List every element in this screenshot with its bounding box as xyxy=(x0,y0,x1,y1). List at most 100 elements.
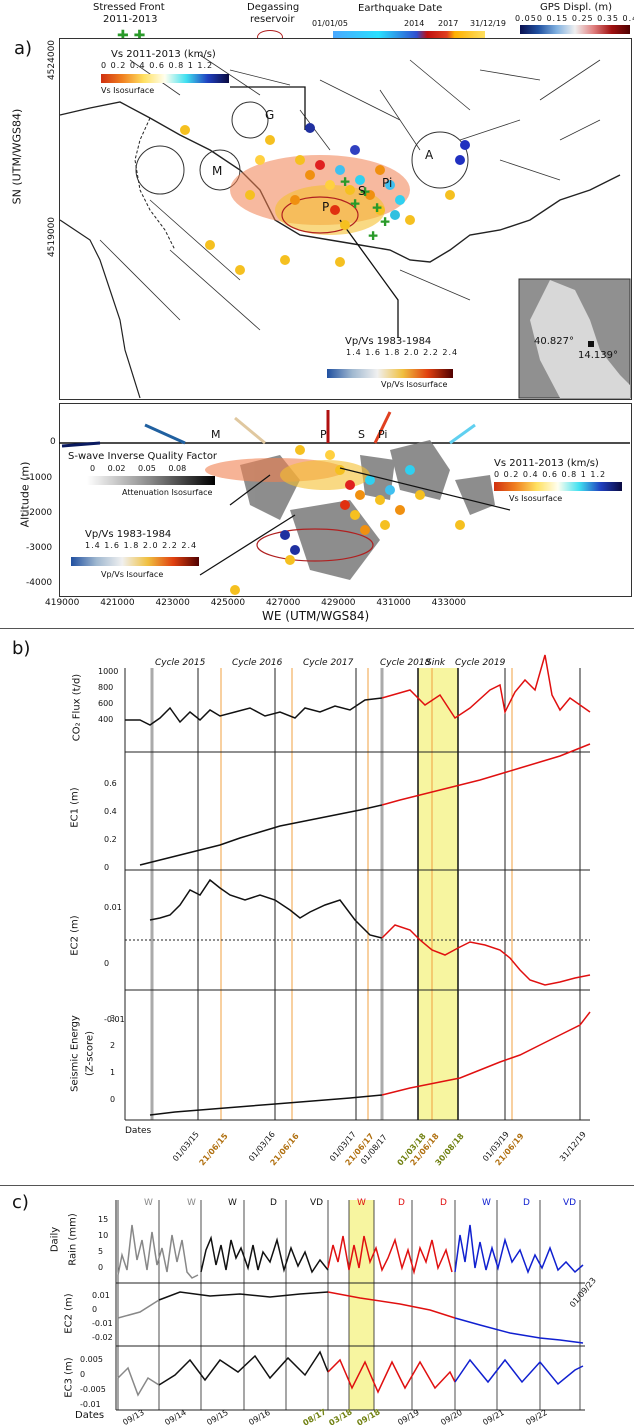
ec1-pre xyxy=(139,804,383,866)
section-letter-pi: Pi xyxy=(378,428,388,441)
section-xlabel: WE (UTM/WGS84) xyxy=(262,609,370,623)
section-vpvs-iso: Vp/Vs Isourface xyxy=(101,570,164,579)
season-5: W xyxy=(357,1198,366,1208)
c-ec2-grey xyxy=(117,1299,160,1319)
section-vs-iso: Vs Isosurface xyxy=(509,494,563,503)
degassing-title: Degassing xyxy=(247,2,300,13)
rain-blue xyxy=(454,1224,584,1275)
c-ec3-grey xyxy=(117,1366,160,1397)
degassing-reservoir xyxy=(281,196,359,234)
section-ytick-0: 0 xyxy=(50,437,56,447)
inset-lat: 40.827° xyxy=(534,336,574,347)
c-ec2-red xyxy=(327,1291,456,1319)
b-axes xyxy=(124,668,590,1121)
rain-label: Daily xyxy=(49,1226,61,1253)
rain-red xyxy=(327,1235,453,1275)
c-ec2-ticks: 0.01 0 -0.01 -0.02 xyxy=(92,1291,113,1342)
section-letter-p: P xyxy=(320,428,327,441)
season-6: D xyxy=(398,1198,405,1208)
svg-text:✚: ✚ xyxy=(340,175,350,189)
map-vs-title: Vs 2011-2013 (km/s) xyxy=(111,49,216,60)
map-letter-s: S xyxy=(358,184,366,198)
coastline xyxy=(59,101,621,263)
co2-post xyxy=(381,654,591,720)
section-vpvs-pointer xyxy=(199,514,296,576)
coast-w xyxy=(134,117,176,251)
map-letter-pi: Pi xyxy=(382,176,393,190)
season-2: W xyxy=(228,1198,237,1208)
rain-grey xyxy=(117,1224,199,1279)
ec2-pre xyxy=(149,878,383,939)
stressed-front-years: 2011-2013 xyxy=(103,14,158,25)
map-vpvs-title: Vp/Vs 1983-1984 xyxy=(345,336,432,347)
ec1-post xyxy=(381,743,591,806)
c-ec3-ticks: 0.005 0 -0.005 -0.01 xyxy=(80,1355,106,1409)
degassing-sub: reservoir xyxy=(250,14,295,25)
c-ec3-blue xyxy=(454,1358,584,1386)
c-ec3-label: EC3 (m) xyxy=(63,1357,75,1398)
map-vs-iso: Vs Isosurface xyxy=(101,86,155,95)
crater-g xyxy=(231,101,269,139)
co2-pre xyxy=(125,697,383,726)
section-q-ticks: 0 0.02 0.05 0.08 xyxy=(90,464,187,473)
ec2-post xyxy=(381,924,591,986)
gps-ticks: 0.050 0.15 0.25 0.35 0.45 xyxy=(515,14,634,23)
cycle-2016: Cycle 2016 xyxy=(232,658,283,668)
panel-c-letter: c) xyxy=(12,1192,29,1213)
section-letter-m: M xyxy=(211,428,221,441)
se-post xyxy=(381,1011,591,1096)
vpvs-pointer xyxy=(339,219,399,338)
quake-points xyxy=(180,123,470,275)
eq-tick-1: 2014 xyxy=(404,19,425,28)
section-vs-colorbar xyxy=(494,482,622,491)
inset-marker xyxy=(588,341,594,347)
c-dates-label: Dates xyxy=(75,1410,105,1421)
cycle-sink: Sink xyxy=(426,658,446,668)
season-1: W xyxy=(187,1198,196,1208)
panel-b-letter: b) xyxy=(12,638,31,659)
coast-sw xyxy=(59,219,141,399)
map-letter-p: P xyxy=(322,200,330,214)
section-q-title: S-wave Inverse Quality Factor xyxy=(68,451,218,462)
sink-band xyxy=(418,668,458,1120)
c-sink-band xyxy=(349,1200,374,1410)
co2-ticks: 1000 800 600 400 xyxy=(98,667,119,724)
gps-arrows xyxy=(61,410,476,448)
attenuation-patches xyxy=(240,440,495,580)
c-ec2-black xyxy=(158,1291,329,1301)
map-vpvs-iso: Vp/Vs Isosurface xyxy=(381,380,448,389)
eq-date-title: Earthquake Date xyxy=(358,3,443,14)
map-vs-colorbar xyxy=(101,74,229,83)
section-q-iso: Attenuation Isosurface xyxy=(122,488,213,497)
svg-text:✚: ✚ xyxy=(360,185,370,199)
inset-land xyxy=(530,280,630,398)
section-ytick-4: -4000 xyxy=(26,578,53,588)
svg-text:✚: ✚ xyxy=(372,201,382,215)
svg-text:✚: ✚ xyxy=(350,197,360,211)
c-ec3-red xyxy=(327,1358,456,1394)
crater-nw xyxy=(135,145,185,195)
stressed-front-title: Stressed Front xyxy=(93,2,165,13)
map-letter-a: A xyxy=(425,148,434,162)
panel-a-letter: a) xyxy=(14,38,33,59)
section-letter-s: S xyxy=(358,428,365,441)
gps-title: GPS Displ. (m) xyxy=(540,2,613,13)
section-ytick-3: -3000 xyxy=(26,543,53,553)
cycle-2017: Cycle 2017 xyxy=(303,658,354,668)
svg-text:✚: ✚ xyxy=(380,215,390,229)
section-quakes xyxy=(230,445,465,595)
rain-ticks: 15 10 5 0 xyxy=(98,1215,109,1272)
section-xticks: 419000 421000 423000 425000 427000 42900… xyxy=(45,598,466,608)
map-letter-g: G xyxy=(265,108,275,122)
c-ec3-black xyxy=(158,1350,329,1386)
b-dates-label: Dates xyxy=(125,1126,152,1136)
svg-text:✚: ✚ xyxy=(368,229,378,243)
section-q-colorbar xyxy=(87,476,215,485)
season-4: VD xyxy=(310,1198,324,1208)
section-q-pointer xyxy=(229,474,271,506)
inset-lon: 14.139° xyxy=(578,350,618,361)
divider-b xyxy=(0,628,634,629)
